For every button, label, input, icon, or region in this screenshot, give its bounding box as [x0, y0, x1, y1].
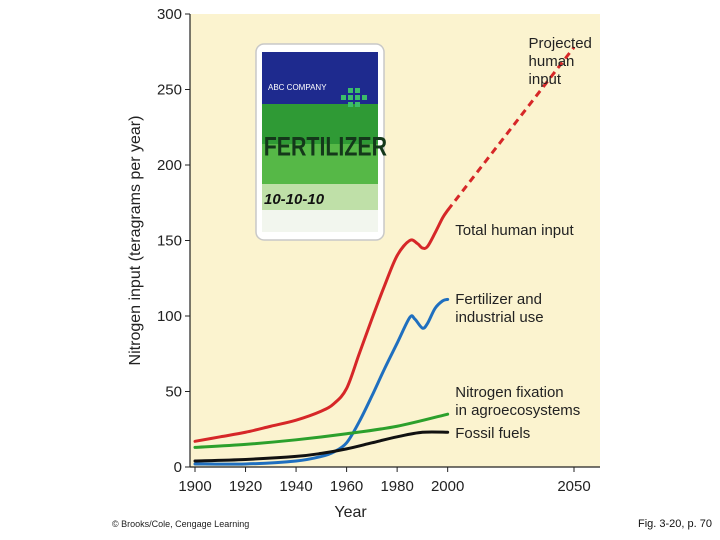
x-axis-title: Year — [334, 504, 367, 521]
y-tick-label: 250 — [157, 82, 182, 99]
y-tick-label: 50 — [165, 384, 182, 401]
y-tick-label: 150 — [157, 233, 182, 250]
figure-reference: Fig. 3-20, p. 70 — [638, 518, 712, 530]
annotation-projected-human-input: Projected human input — [529, 35, 592, 88]
copyright-credit: © Brooks/Cole, Cengage Learning — [112, 519, 250, 529]
bag-company-label: ABC COMPANY — [268, 83, 327, 92]
axis-layer: 0 50 100 150 200 250 300 1900 1920 1940 1960 1980 20… — [127, 6, 600, 521]
x-tick-label: 2000 — [431, 478, 464, 495]
bag-logo-icon — [341, 88, 367, 107]
y-tick-label: 100 — [157, 308, 182, 325]
bag-grade-label: 10-10-10 — [264, 191, 325, 208]
y-tick-label: 300 — [157, 6, 182, 23]
bag-product-label: FERTILIZER — [264, 133, 387, 163]
x-tick-label: 2050 — [557, 478, 590, 495]
annotation-layer: Projected human input Total human input Fert… — [455, 35, 592, 442]
series-line-nitrogen-fixation-in-agroecosystems — [193, 412, 450, 449]
annotation-nitrogen-fixation-in-agroecosystems: Nitrogen fixation in agroecosystems — [455, 384, 580, 419]
series-line-total-human-input — [193, 208, 450, 443]
fertilizer-bag-photo: ABC COMPANY FERTILIZER 10-10-10 — [255, 43, 387, 241]
x-tick-label: 1980 — [380, 478, 413, 495]
series-line-fertilizer-and-industrial-use — [193, 297, 450, 466]
y-axis-title: Nitrogen input (teragrams per year) — [127, 116, 144, 366]
y-tick-label: 0 — [174, 459, 182, 476]
series-layer — [193, 46, 576, 466]
series-line-fossil-fuels — [193, 430, 450, 463]
x-tick-label: 1960 — [330, 478, 363, 495]
x-tick-label: 1920 — [229, 478, 262, 495]
series-line-projected-human-input — [446, 46, 576, 212]
y-tick-label: 200 — [157, 157, 182, 174]
x-tick-label: 1940 — [279, 478, 312, 495]
annotation-fossil-fuels: Fossil fuels — [455, 425, 530, 442]
annotation-total-human-input: Total human input — [455, 222, 574, 239]
x-tick-label: 1900 — [178, 478, 211, 495]
annotation-fertilizer-and-industrial-use: Fertilizer and industrial use — [455, 291, 543, 326]
